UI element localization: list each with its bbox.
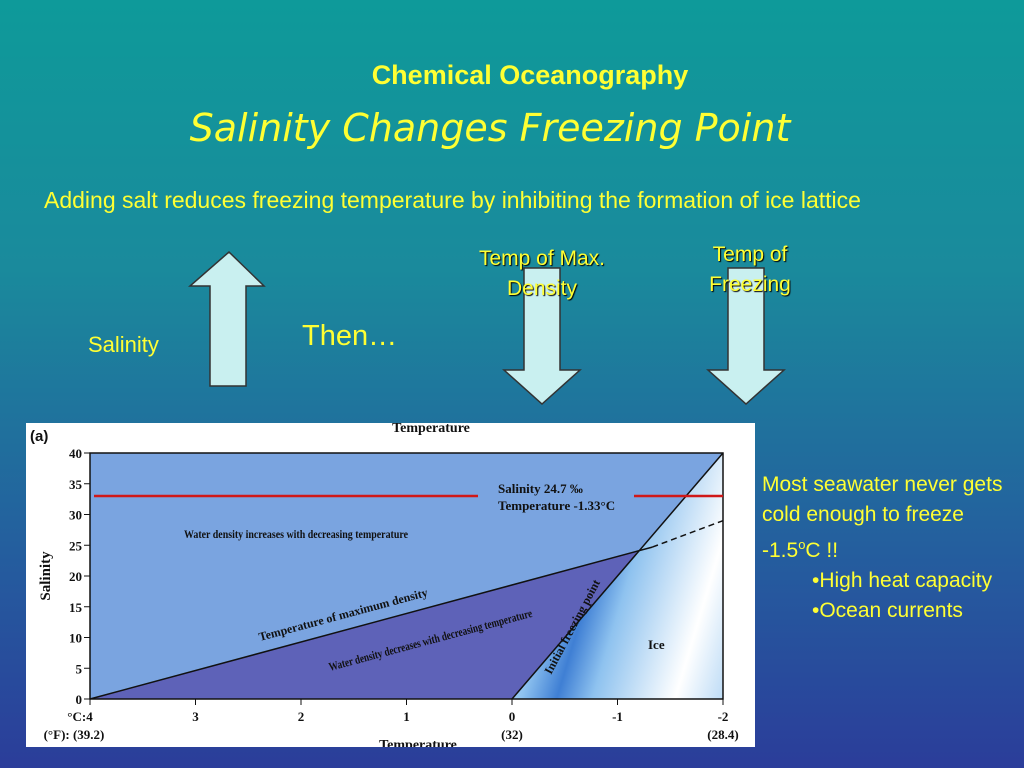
y-tick-label: 30 [69,508,82,523]
freezing-caption: Temp of Freezing [709,243,791,296]
x-tick-label-f: (32) [501,727,523,742]
phase-chart: 0 5 10 15 20 25 30 35 40 °C:4 3 2 1 0 -1 -2 (°F): (39.2)… [26,421,755,753]
note-line: Most seawater never gets cold enough to … [762,470,1017,566]
x-axis-label: Temperature [379,738,457,747]
x-tick-label: -2 [718,709,729,724]
max-density-line [89,546,653,700]
x-tick-label: 0 [509,709,516,724]
x-tick-label-f: (°F): (39.2) [44,727,105,742]
down-arrow-freezing-icon [706,267,786,406]
slide-title: Chemical Oceanography [371,60,689,90]
ice-label: Ice [648,637,665,652]
note-degree: o [798,537,806,552]
note-unit: C !! [805,539,839,562]
salinity-label: Salinity [88,332,159,357]
x-tick-label: -1 [612,709,623,724]
note-text: Most seawater never gets cold enough to … [762,473,1003,526]
annotation-temperature: Temperature -1.33°C [498,498,615,513]
up-arrow-icon [187,250,266,387]
y-tick-label: 10 [69,631,82,646]
note-block: Most seawater never gets cold enough to … [762,470,1017,626]
x-tick-label-f: (28.4) [707,727,738,742]
intro-text: Adding salt reduces freezing temperature… [44,187,861,213]
note-value: -1.5 [762,539,799,562]
max-density-extension [652,519,724,548]
x-tick-label: 1 [403,709,410,724]
y-tick-label: 15 [69,600,83,615]
y-tick-label: 5 [76,661,83,676]
then-label: Then… [302,320,398,352]
max-density-caption: Temp of Max. Density [478,247,606,300]
y-tick-label: 40 [69,446,82,461]
panel-label: (a) [30,428,48,445]
x-tick-label: 2 [298,709,305,724]
lower-region [90,547,653,699]
bullet-ocean-currents: •Ocean currents [812,599,963,622]
x-tick-label: 3 [192,709,199,724]
arrows-layer [187,250,786,406]
x-tick-label: °C:4 [67,709,93,724]
down-arrow-max-density-icon [502,267,582,406]
slide-subtitle: Salinity Changes Freezing Point [189,106,791,150]
y-tick-label: 25 [69,538,83,553]
bullet-heat-capacity: •High heat capacity [812,569,993,592]
y-tick-label: 20 [69,569,82,584]
y-tick-label: 0 [76,692,83,707]
chart-title: Temperature [392,423,470,436]
y-axis-label: Salinity [38,551,54,601]
y-tick-label: 35 [69,477,83,492]
annotation-salinity: Salinity 24.7 ‰ [498,481,583,496]
freezing-line [511,452,724,700]
upper-region-label: Water density increases with decreasing … [184,527,409,541]
